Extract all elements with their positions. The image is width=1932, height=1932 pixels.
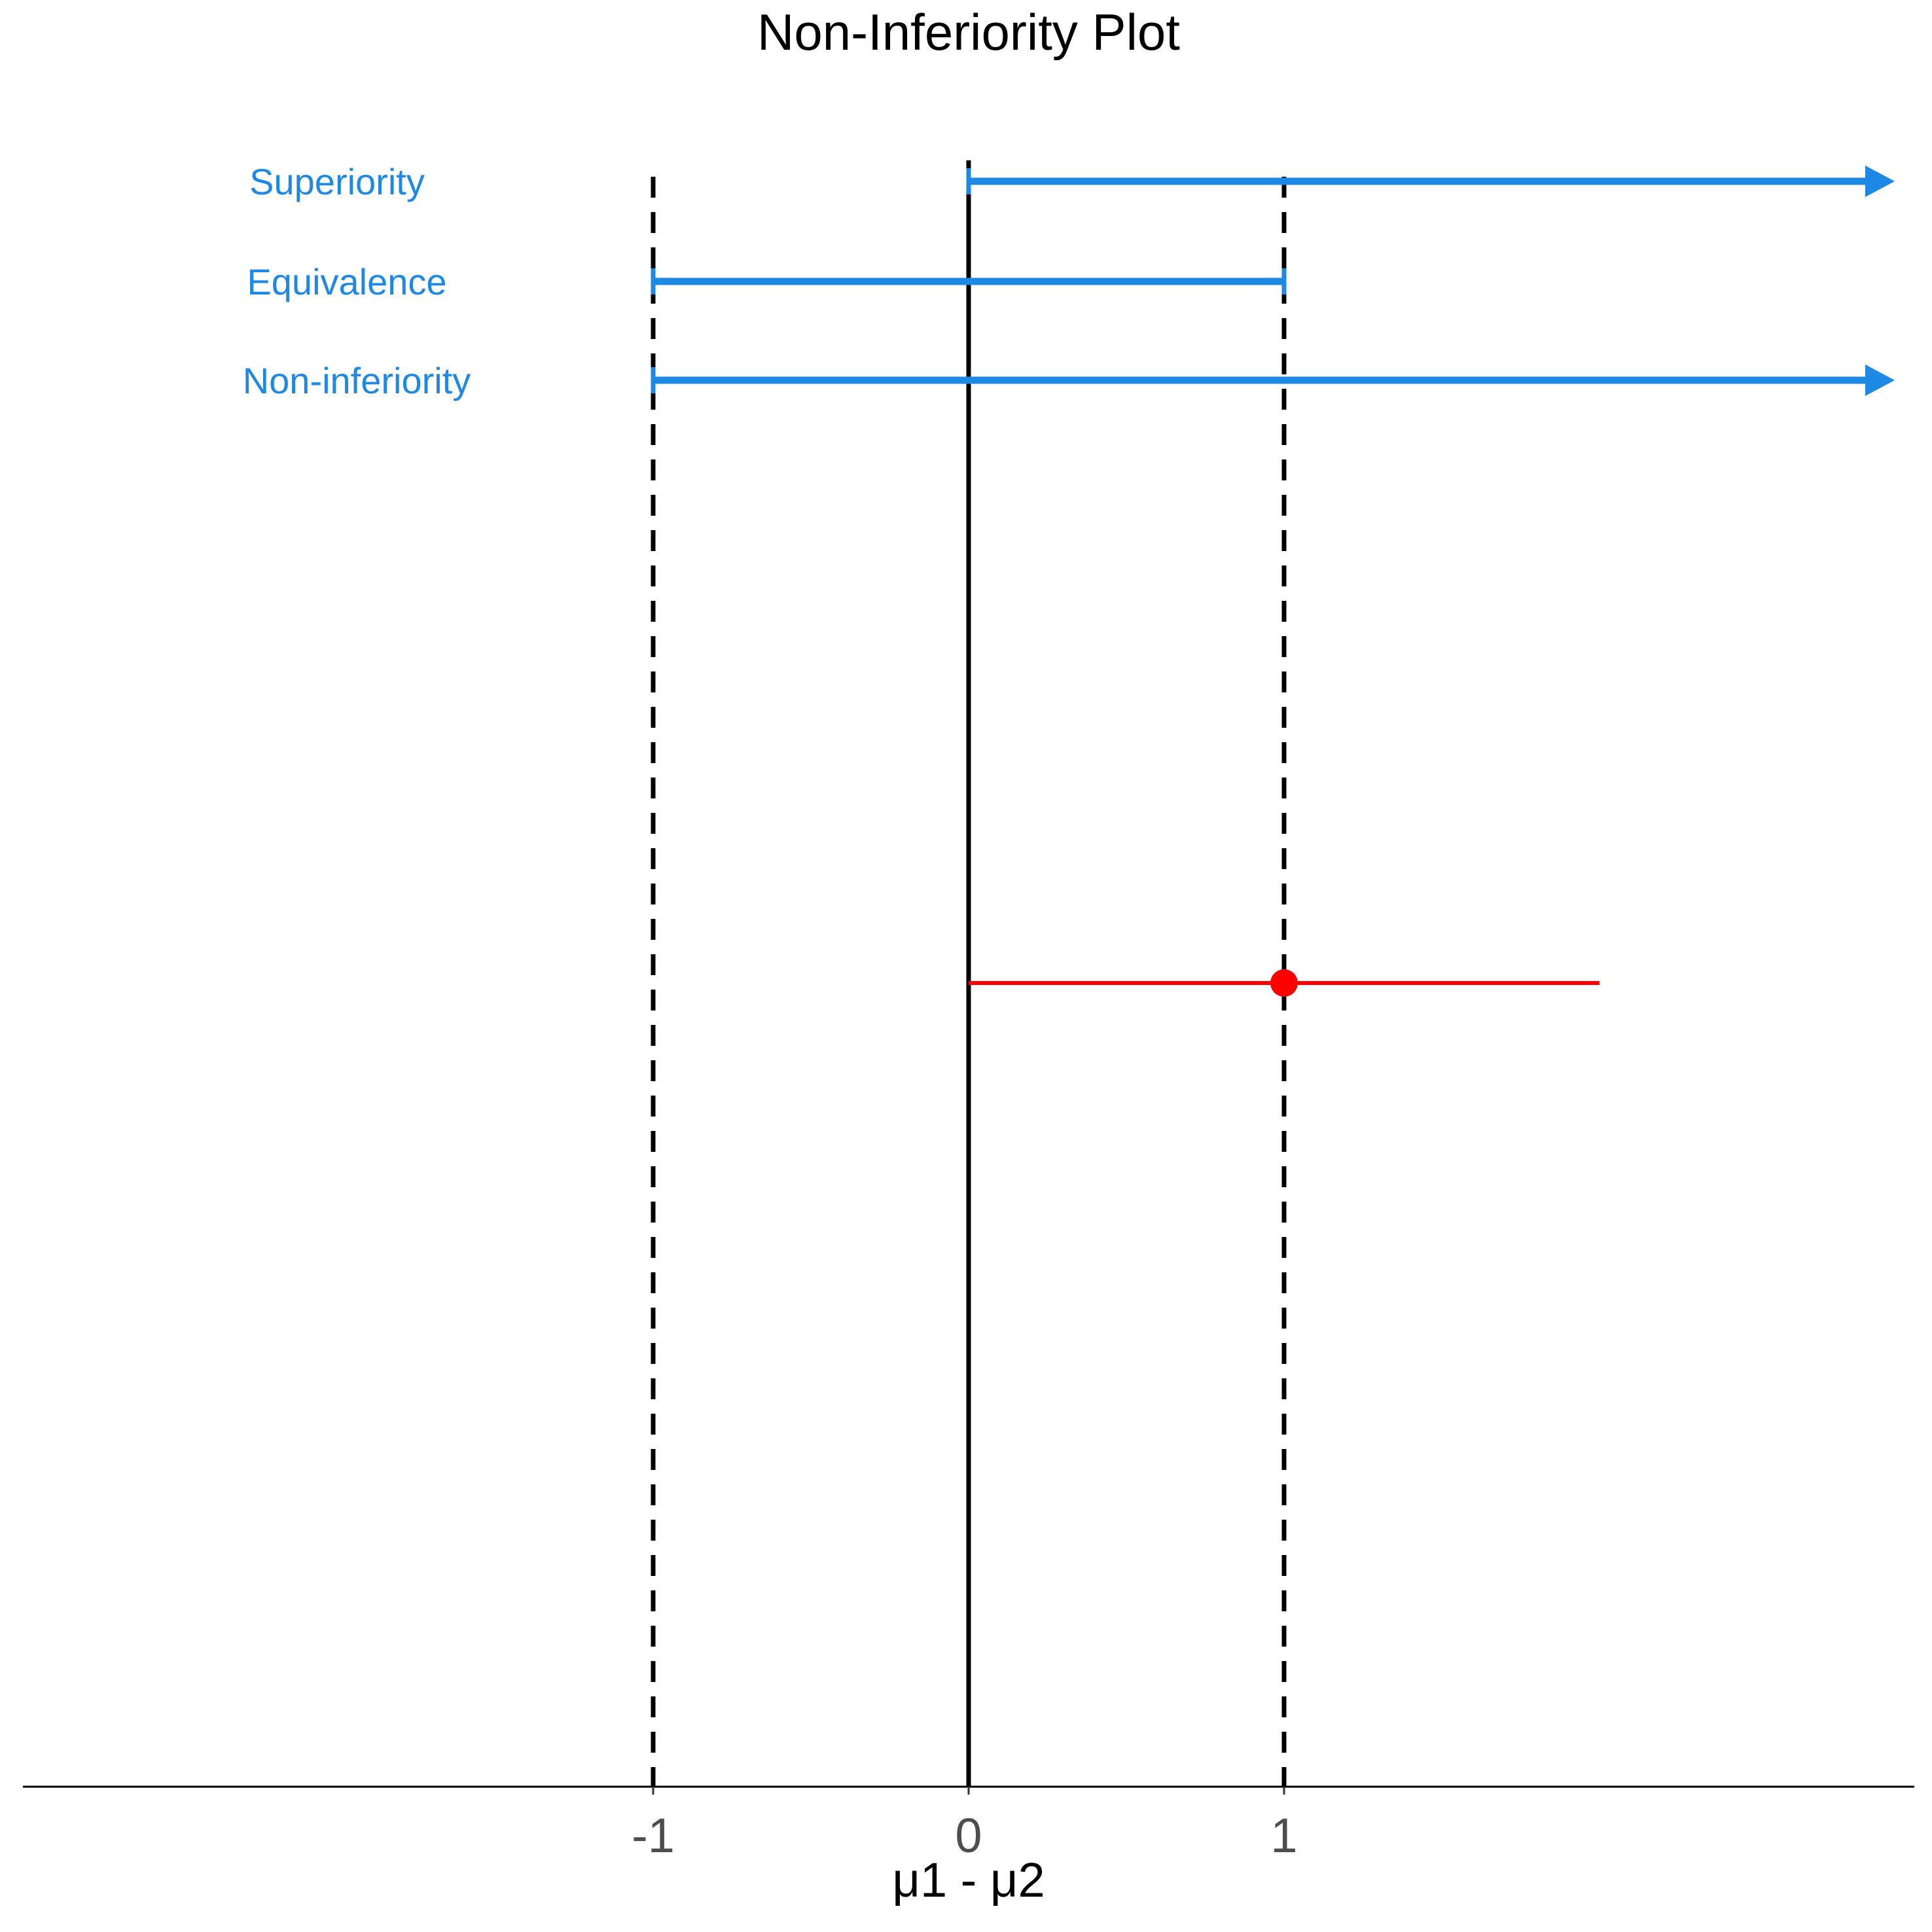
superiority-arrowhead [1865, 166, 1895, 197]
hypothesis-regions: Superiority Equivalence Non-inferiority [243, 161, 1895, 401]
confidence-interval [969, 969, 1600, 997]
x-tick-label: 1 [1270, 1808, 1297, 1863]
x-tick-label: -1 [632, 1808, 675, 1863]
estimate-point [1270, 969, 1298, 997]
margin-lines [651, 177, 1287, 1787]
equivalence-label: Equivalence [247, 261, 446, 302]
non-inferiority-label: Non-inferiority [243, 360, 471, 401]
x-axis: -1 0 1 [23, 1785, 1914, 1863]
x-axis-label: μ1 - μ2 [892, 1853, 1045, 1907]
superiority-label: Superiority [249, 161, 425, 202]
non-inferiority-arrowhead [1865, 365, 1895, 396]
chart-title: Non-Inferiority Plot [757, 3, 1180, 61]
x-tick-label: 0 [955, 1808, 982, 1863]
